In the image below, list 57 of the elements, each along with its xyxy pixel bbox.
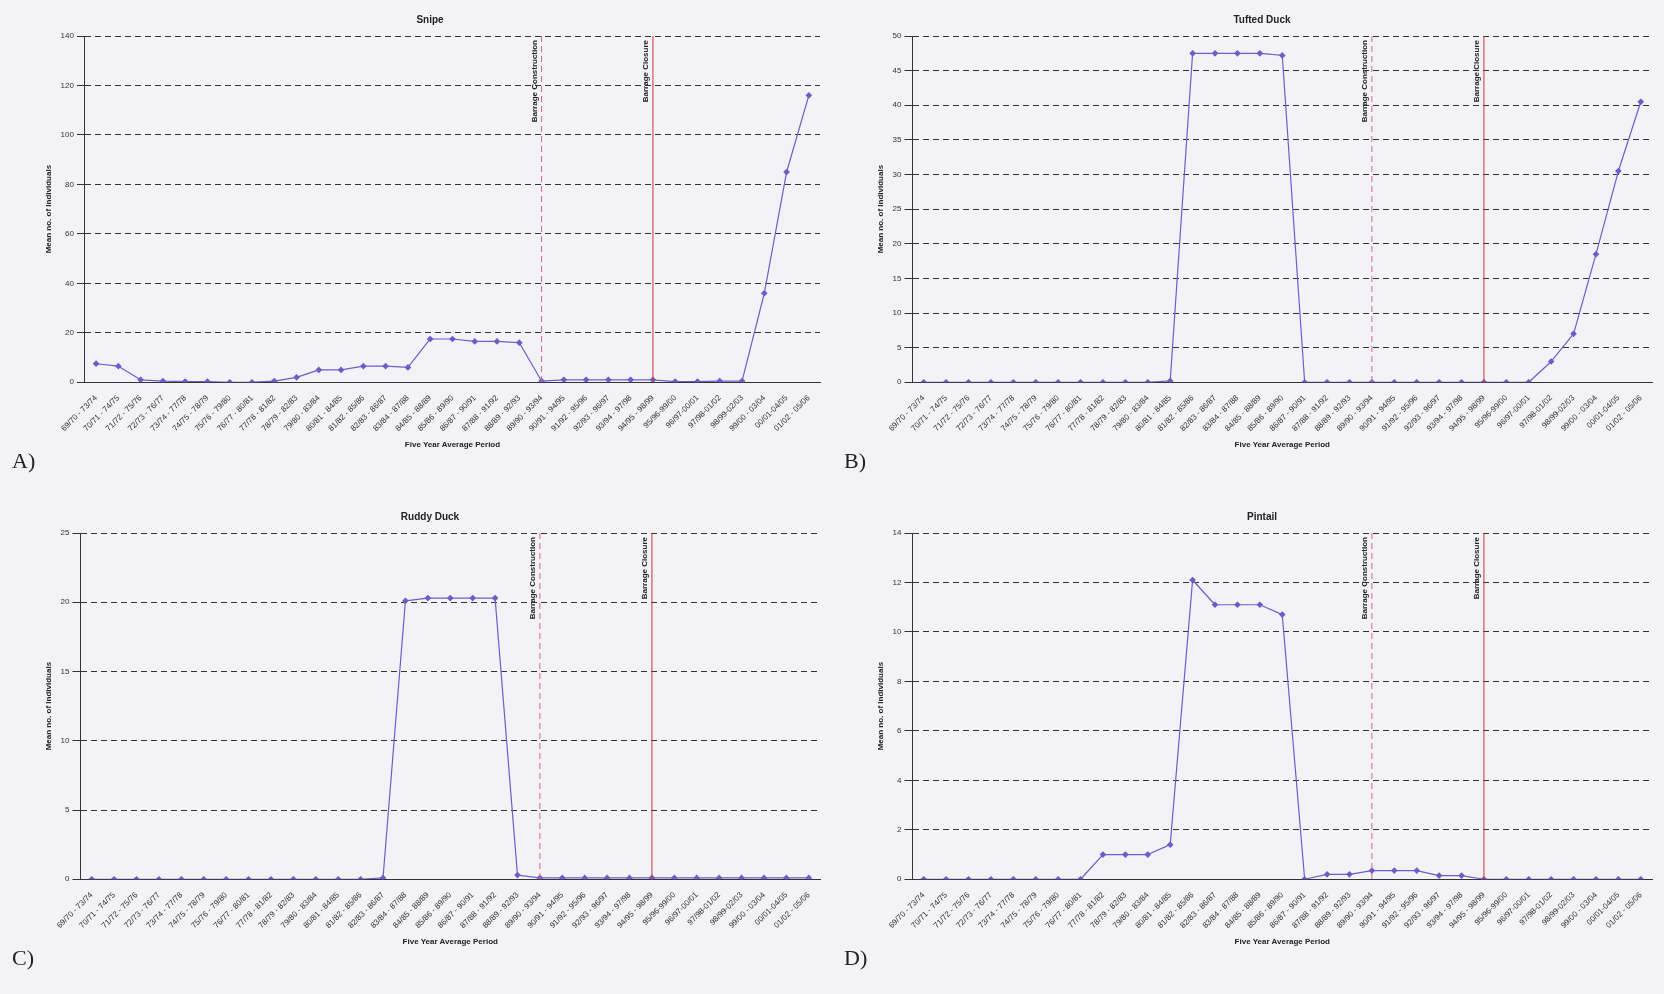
y-tick-label: 80 [65,179,75,189]
y-tick-label: 40 [892,100,903,110]
ref-line-label: Barrage Construction [529,39,539,123]
y-tick-label: 4 [897,775,903,785]
y-tick-label: 20 [65,328,75,338]
ref-line-label: Barrage Construction [528,536,538,620]
y-tick-label: 20 [892,238,903,248]
y-tick-label: 30 [892,169,903,179]
y-tick-label: 10 [60,735,71,745]
y-tick-label: 0 [69,377,75,387]
y-tick-label: 45 [892,65,903,75]
y-tick-label: 25 [892,204,903,214]
ref-line-label: Barrage Construction [1360,39,1370,123]
ref-line-label: Barrage Closure [1472,536,1482,600]
x-axis-title: Five Year Average Period [404,440,501,450]
y-tick-label: 15 [60,666,71,676]
y-tick-label: 10 [892,308,903,318]
y-tick-label: 0 [897,377,903,387]
y-tick-label: 40 [65,278,75,288]
text: A) [12,448,36,474]
y-tick-label: 100 [60,130,75,140]
y-tick-label: 20 [60,597,71,607]
x-axis-title: Five Year Average Period [402,937,499,947]
y-axis-title: Mean no. of Individuals [876,164,885,254]
chart-title: Pintail [1246,510,1278,522]
chart-title: Snipe [416,13,445,25]
y-tick-label: 5 [897,342,903,352]
y-tick-label: 50 [892,31,903,41]
chart-title: Tufted Duck [1233,13,1291,25]
y-tick-label: 12 [892,577,903,587]
text: D) [844,945,868,971]
y-tick-label: 8 [897,676,903,686]
x-axis-title: Five Year Average Period [1234,440,1331,450]
text: C) [12,945,34,971]
ref-line-label: Barrage Closure [1472,39,1482,103]
y-tick-label: 140 [60,31,75,41]
y-tick-label: 35 [892,135,903,145]
chart-title: Ruddy Duck [400,510,460,522]
ref-line-label: Barrage Closure [640,536,650,600]
y-tick-label: 2 [897,825,903,835]
y-tick-label: 5 [65,805,71,815]
text: B) [844,448,866,474]
y-axis-title: Mean no. of Individuals [876,661,885,751]
y-tick-label: 120 [60,80,75,90]
y-tick-label: 25 [60,528,71,538]
y-tick-label: 14 [892,528,903,538]
y-tick-label: 60 [65,229,75,239]
y-tick-label: 0 [897,874,903,884]
y-tick-label: 10 [892,627,903,637]
y-axis-title: Mean no. of Individuals [44,661,53,751]
y-tick-label: 6 [897,726,903,736]
y-axis-title: Mean no. of Individuals [44,164,53,254]
x-axis-title: Five Year Average Period [1234,937,1331,947]
y-tick-label: 0 [65,874,71,884]
y-tick-label: 15 [892,273,903,283]
ref-line-label: Barrage Closure [641,39,651,103]
ref-line-label: Barrage Construction [1360,536,1370,620]
